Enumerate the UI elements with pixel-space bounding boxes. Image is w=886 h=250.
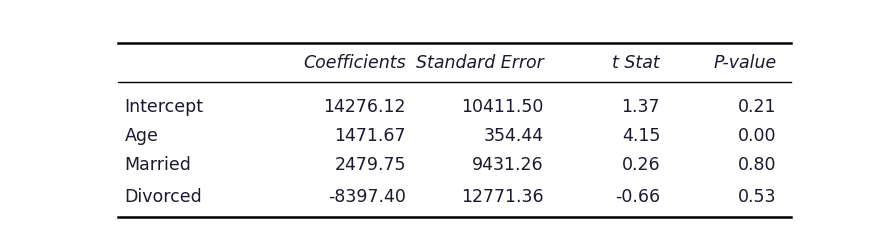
- Text: 1.37: 1.37: [622, 98, 660, 116]
- Text: 9431.26: 9431.26: [471, 156, 543, 174]
- Text: 0.21: 0.21: [738, 98, 777, 116]
- Text: 12771.36: 12771.36: [461, 188, 543, 206]
- Text: 0.80: 0.80: [738, 156, 777, 174]
- Text: 0.26: 0.26: [621, 156, 660, 174]
- Text: Coefficients: Coefficients: [303, 54, 406, 72]
- Text: Divorced: Divorced: [124, 188, 202, 206]
- Text: 354.44: 354.44: [483, 127, 543, 145]
- Text: 14276.12: 14276.12: [323, 98, 406, 116]
- Text: -0.66: -0.66: [615, 188, 660, 206]
- Text: 0.53: 0.53: [738, 188, 777, 206]
- Text: Intercept: Intercept: [124, 98, 204, 116]
- Text: Age: Age: [124, 127, 159, 145]
- Text: t Stat: t Stat: [612, 54, 660, 72]
- Text: 4.15: 4.15: [622, 127, 660, 145]
- Text: 0.00: 0.00: [738, 127, 777, 145]
- Text: Standard Error: Standard Error: [416, 54, 543, 72]
- Text: 10411.50: 10411.50: [461, 98, 543, 116]
- Text: P-value: P-value: [713, 54, 777, 72]
- Text: -8397.40: -8397.40: [328, 188, 406, 206]
- Text: 2479.75: 2479.75: [335, 156, 406, 174]
- Text: 1471.67: 1471.67: [335, 127, 406, 145]
- Text: Married: Married: [124, 156, 191, 174]
